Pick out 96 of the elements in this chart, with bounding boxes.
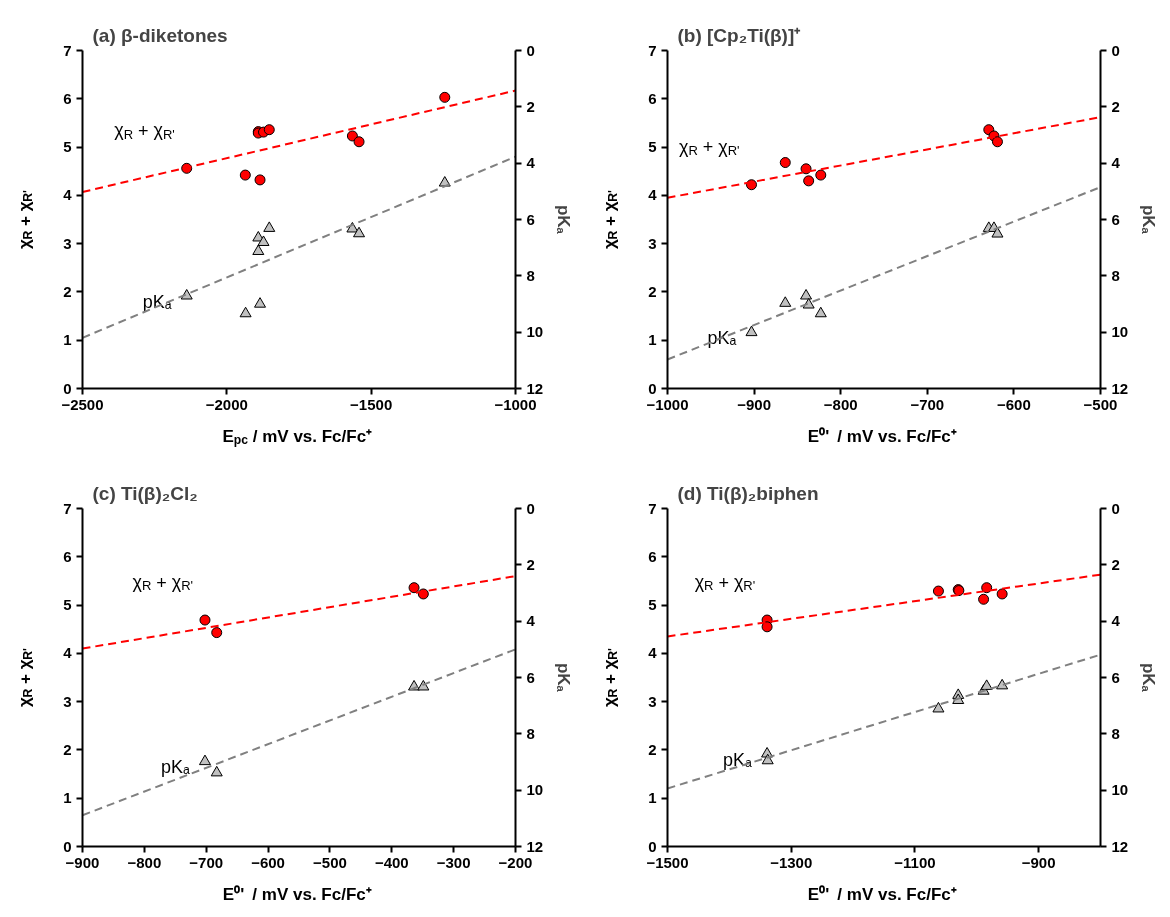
y2-tick-label: 0	[526, 499, 535, 517]
x-tick-label: −600	[997, 395, 1031, 413]
y2-tick-label: 12	[1111, 379, 1129, 397]
x-tick-label: −2000	[205, 395, 248, 413]
x-tick-label: −1500	[646, 853, 689, 871]
y-tick-label: 0	[648, 379, 657, 397]
y-tick-label: 3	[648, 234, 657, 252]
y2-tick-label: 10	[1111, 323, 1129, 341]
y2-tick-label: 8	[526, 266, 535, 284]
y-tick-label: 5	[63, 596, 72, 614]
x-tick-label: −800	[823, 395, 858, 413]
y-tick-label: 2	[648, 282, 657, 300]
y2-tick-label: 8	[1111, 724, 1120, 742]
y-tick-label: 1	[63, 789, 72, 807]
y-tick-label: 6	[63, 547, 72, 565]
chart-title: (c) Ti(β)₂Cl₂	[92, 482, 198, 504]
y-tick-label: 5	[648, 596, 657, 614]
x-tick-label: −400	[374, 853, 409, 871]
x-axis-title: E⁰' / mV vs. Fc/Fc⁺	[807, 427, 957, 446]
x-tick-label: −600	[251, 853, 285, 871]
x-tick-label: −1000	[494, 395, 537, 413]
x-axis-title: E⁰' / mV vs. Fc/Fc⁺	[807, 885, 957, 904]
y-tick-label: 5	[63, 138, 72, 156]
x-tick-label: −900	[737, 395, 771, 413]
y2-tick-label: 2	[526, 555, 535, 573]
y-tick-label: 4	[648, 644, 658, 662]
x-axis-title: E⁰' / mV vs. Fc/Fc⁺	[222, 885, 372, 904]
y2-tick-label: 12	[1111, 837, 1129, 855]
y-tick-label: 4	[63, 644, 73, 662]
y-tick-label: 5	[648, 138, 657, 156]
y-tick-label: 2	[63, 740, 72, 758]
y-tick-label: 2	[63, 282, 72, 300]
y2-tick-label: 12	[526, 837, 544, 855]
y2-tick-label: 6	[1111, 210, 1120, 228]
y2-axis-title: pKₐ	[1139, 204, 1159, 235]
y-tick-label: 1	[63, 331, 72, 349]
series-label: pKₐ	[160, 757, 190, 778]
y2-tick-label: 8	[526, 724, 535, 742]
y2-tick-label: 8	[1111, 266, 1120, 284]
chart-title: (d) Ti(β)₂biphen	[677, 482, 819, 504]
x-tick-label: −200	[498, 853, 533, 871]
y-tick-label: 6	[648, 547, 657, 565]
x-tick-label: −800	[127, 853, 162, 871]
x-tick-label: −2500	[61, 395, 104, 413]
y2-tick-label: 6	[526, 210, 535, 228]
y-tick-label: 4	[63, 186, 73, 204]
x-tick-label: −1000	[646, 395, 689, 413]
y2-tick-label: 2	[1111, 555, 1120, 573]
y2-axis-title: pKₐ	[554, 662, 574, 693]
y2-tick-label: 6	[1111, 668, 1120, 686]
x-tick-label: −300	[436, 853, 471, 871]
y2-tick-label: 10	[1111, 781, 1129, 799]
series-label: pKₐ	[142, 291, 172, 312]
x-tick-label: −700	[910, 395, 945, 413]
y-tick-label: 7	[648, 499, 657, 517]
y-tick-label: 0	[63, 379, 72, 397]
y-tick-label: 3	[63, 692, 72, 710]
y2-tick-label: 0	[1111, 41, 1120, 59]
y-tick-label: 6	[648, 89, 657, 107]
x-tick-label: −700	[189, 853, 224, 871]
x-tick-label: −1100	[894, 853, 936, 871]
y-tick-label: 0	[648, 837, 657, 855]
x-tick-label: −1500	[350, 395, 393, 413]
y-tick-label: 3	[63, 234, 72, 252]
y2-tick-label: 2	[526, 97, 535, 115]
y-tick-label: 7	[63, 41, 72, 59]
y-tick-label: 6	[63, 89, 72, 107]
x-tick-label: −500	[1083, 395, 1118, 413]
y-tick-label: 1	[648, 789, 657, 807]
chart-title: (b) [Cp₂Ti(β)]⁺	[677, 24, 802, 46]
x-tick-label: −900	[65, 853, 100, 871]
y2-tick-label: 4	[1111, 154, 1121, 172]
y2-axis-title: pKₐ	[554, 204, 574, 235]
chart-title: (a) β-diketones	[92, 24, 228, 46]
y-tick-label: 4	[648, 186, 658, 204]
y-tick-label: 2	[648, 740, 657, 758]
y2-tick-label: 4	[526, 612, 536, 630]
series-label: pKₐ	[723, 749, 753, 770]
y2-axis-title: pKₐ	[1139, 662, 1159, 693]
y-tick-label: 3	[648, 692, 657, 710]
y2-tick-label: 2	[1111, 97, 1120, 115]
y-tick-label: 7	[648, 41, 657, 59]
x-tick-label: −1300	[770, 853, 813, 871]
y2-tick-label: 4	[1111, 612, 1121, 630]
y2-tick-label: 4	[526, 154, 536, 172]
y2-tick-label: 0	[526, 41, 535, 59]
y-tick-label: 7	[63, 499, 72, 517]
y2-tick-label: 12	[526, 379, 544, 397]
y2-tick-label: 6	[526, 668, 535, 686]
x-tick-label: −500	[313, 853, 347, 871]
y-tick-label: 1	[648, 331, 657, 349]
y2-tick-label: 0	[1111, 499, 1120, 517]
y2-tick-label: 10	[526, 323, 544, 341]
y-tick-label: 0	[63, 837, 72, 855]
x-tick-label: −900	[1021, 853, 1056, 871]
y2-tick-label: 10	[526, 781, 544, 799]
